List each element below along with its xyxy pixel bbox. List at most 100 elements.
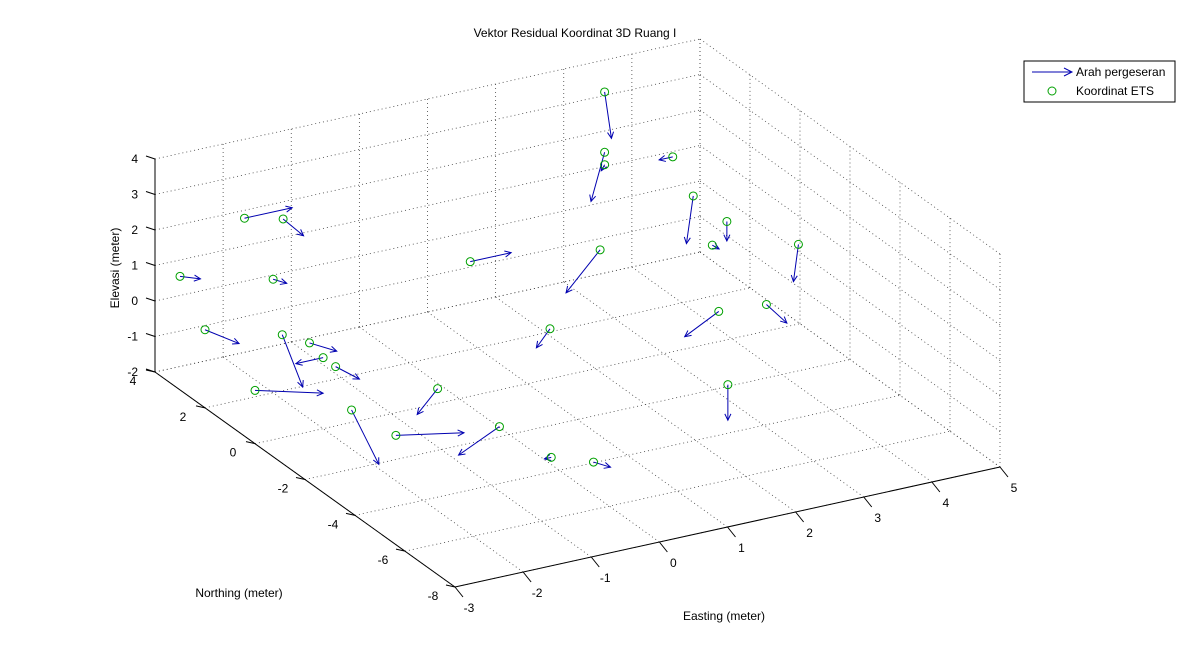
x-tick-label: -1: [600, 571, 611, 585]
residual-arrowhead: [780, 316, 788, 324]
side-wall-gridline-z: [699, 109, 1001, 326]
residual-arrow: [590, 152, 606, 202]
grid-layer: [154, 38, 1001, 588]
y-tick-mark: [345, 512, 356, 516]
y-tick-mark: [445, 584, 456, 588]
legend: Arah pergeseran Koordinat ETS: [1023, 60, 1176, 103]
residual-arrowhead: [294, 358, 303, 366]
legend-label-circle: Koordinat ETS: [1076, 84, 1154, 98]
x-tick-mark: [522, 571, 532, 583]
residual-arrowhead: [658, 155, 667, 162]
back-wall-gridline-z: [154, 74, 701, 195]
residual-arrowhead: [457, 448, 466, 456]
residual-arrowhead: [285, 205, 294, 213]
x-tick-label: 4: [943, 496, 950, 510]
z-tick-mark: [145, 333, 156, 337]
z-tick-mark: [145, 191, 156, 195]
residual-arrow: [766, 304, 788, 324]
legend-label-arrow: Arah pergeseran: [1076, 65, 1165, 79]
residual-arrowhead: [193, 274, 202, 282]
ets-point-marker: [268, 274, 278, 284]
ets-point-marker: [600, 147, 610, 157]
y-tick-mark: [195, 405, 206, 409]
z-tick-label: 4: [131, 152, 138, 166]
legend-circle-icon: [1047, 86, 1057, 96]
ets-point-marker: [668, 152, 678, 162]
floor-gridline-y: [204, 287, 751, 409]
ets-point-marker: [331, 362, 341, 372]
x-tick-label: 1: [738, 541, 745, 555]
residual-arrowhead: [683, 330, 692, 338]
residual-arrowhead: [607, 131, 615, 140]
x-tick-label: 3: [874, 511, 881, 525]
residual-arrowhead: [504, 250, 513, 258]
y-tick-label: -8: [428, 589, 439, 603]
ets-point-marker: [546, 452, 556, 462]
residual-arrow: [604, 91, 612, 139]
x-tick-mark: [727, 526, 736, 538]
residual-arrow: [254, 389, 324, 394]
z-tick-label: 1: [131, 259, 138, 273]
residual-arrow: [244, 207, 293, 219]
data-layer: [175, 87, 803, 469]
ets-point-marker: [589, 457, 598, 467]
residual-arrow: [395, 432, 465, 436]
ets-point-marker: [595, 245, 605, 255]
ets-point-marker: [688, 191, 698, 201]
y-axis-label: Northing (meter): [195, 586, 282, 600]
chart-title: Vektor Residual Koordinat 3D Ruang I: [474, 26, 677, 40]
residual-arrowhead: [543, 454, 552, 461]
z-tick-label: 0: [131, 294, 138, 308]
residual-arrowhead: [232, 338, 241, 345]
z-tick-label: 2: [131, 223, 138, 237]
floor-gridline-x: [359, 326, 660, 543]
x-tick-label: -3: [464, 601, 475, 615]
ets-point-marker: [494, 422, 504, 432]
residual-arrowhead: [683, 236, 691, 245]
z-axis-label: Elevasi (meter): [108, 228, 122, 309]
z-tick-mark: [145, 368, 156, 373]
legend-box: [1023, 60, 1176, 103]
ets-point-marker: [600, 87, 610, 97]
z-tick-label: 3: [131, 188, 138, 202]
residual-arrow: [659, 156, 673, 161]
x-tick-mark: [863, 496, 873, 508]
x-tick-label: 5: [1011, 481, 1018, 495]
floor-gridline-x: [563, 281, 864, 498]
x-tick-mark: [795, 511, 805, 523]
residual-arrowhead: [316, 389, 325, 397]
x-tick-mark: [658, 541, 668, 553]
ets-point-marker: [240, 213, 249, 223]
residual-arrowhead: [723, 234, 731, 243]
ets-point-marker: [465, 257, 475, 267]
residual-arrow: [351, 409, 380, 465]
residual-arrow: [179, 275, 201, 280]
ets-point-marker: [250, 385, 260, 395]
x-tick-mark: [931, 481, 941, 493]
y-tick-label: -2: [278, 482, 289, 496]
ets-point-marker: [433, 384, 443, 394]
y-tick-label: -6: [378, 553, 389, 567]
x-tick-mark: [999, 466, 1009, 478]
y-tick-mark: [245, 441, 256, 445]
residual-arrow: [684, 311, 720, 338]
residual-arrow: [544, 456, 552, 460]
ets-point-marker: [707, 240, 717, 250]
ets-point-marker: [318, 353, 328, 363]
ets-point-marker: [723, 380, 733, 390]
residual-arrow: [458, 426, 500, 456]
side-wall-gridline-z: [699, 180, 1001, 397]
floor-gridline-y: [354, 394, 901, 516]
ets-point-marker: [175, 271, 185, 281]
residual-arrowhead: [535, 340, 543, 349]
floor-gridline-x: [291, 341, 592, 558]
residual-arrowhead: [372, 457, 380, 466]
residual-arrowhead: [724, 413, 732, 422]
y-tick-mark: [295, 477, 306, 480]
side-wall-gridline-z: [699, 38, 1001, 255]
side-wall-gridline-z: [699, 216, 1001, 432]
floor-gridline-y: [404, 430, 951, 552]
y-tick-mark: [395, 548, 406, 552]
